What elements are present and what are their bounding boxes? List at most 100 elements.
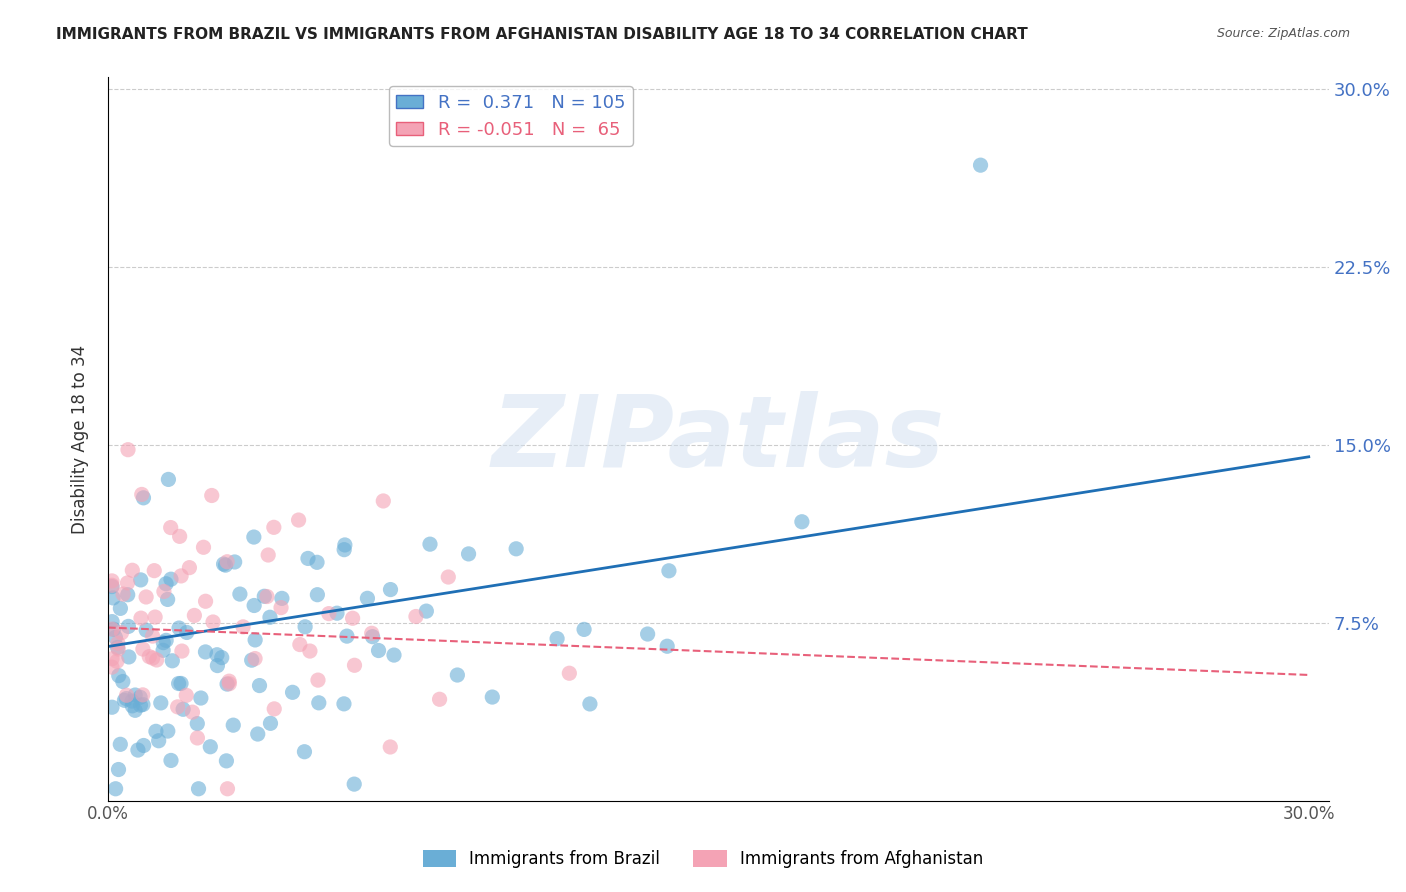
- Point: [437, 570, 460, 584]
- Point: [343, 658, 366, 673]
- Point: [333, 542, 356, 557]
- Point: [790, 515, 813, 529]
- Point: [205, 648, 228, 662]
- Point: [124, 688, 146, 702]
- Point: [217, 555, 239, 569]
- Point: [546, 632, 568, 646]
- Point: [107, 636, 129, 650]
- Point: [145, 724, 167, 739]
- Point: [148, 733, 170, 747]
- Point: [382, 648, 405, 662]
- Point: [107, 668, 129, 682]
- Point: [135, 590, 157, 604]
- Point: [263, 520, 285, 534]
- Point: [298, 644, 321, 658]
- Point: [162, 654, 184, 668]
- Point: [429, 692, 451, 706]
- Point: [135, 623, 157, 637]
- Point: [637, 627, 659, 641]
- Point: [167, 621, 190, 635]
- Point: [132, 491, 155, 505]
- Point: [129, 690, 152, 705]
- Point: [132, 642, 155, 657]
- Point: [202, 615, 225, 629]
- Point: [572, 623, 595, 637]
- Point: [131, 487, 153, 501]
- Point: [356, 591, 378, 606]
- Point: [170, 676, 193, 690]
- Point: [307, 673, 329, 687]
- Point: [186, 716, 208, 731]
- Point: [243, 632, 266, 647]
- Point: [104, 781, 127, 796]
- Point: [155, 576, 177, 591]
- Point: [169, 529, 191, 543]
- Point: [194, 645, 217, 659]
- Point: [176, 625, 198, 640]
- Point: [124, 703, 146, 717]
- Point: [117, 576, 139, 591]
- Point: [333, 697, 356, 711]
- Point: [288, 638, 311, 652]
- Point: [218, 677, 240, 691]
- Point: [186, 731, 208, 745]
- Point: [243, 530, 266, 544]
- Point: [118, 649, 141, 664]
- Point: [215, 754, 238, 768]
- Point: [170, 569, 193, 583]
- Point: [373, 494, 395, 508]
- Point: [211, 650, 233, 665]
- Point: [117, 588, 139, 602]
- Point: [115, 688, 138, 702]
- Point: [181, 705, 204, 719]
- Point: [243, 651, 266, 665]
- Point: [419, 537, 441, 551]
- Point: [194, 594, 217, 608]
- Text: IMMIGRANTS FROM BRAZIL VS IMMIGRANTS FROM AFGHANISTAN DISABILITY AGE 18 TO 34 CO: IMMIGRANTS FROM BRAZIL VS IMMIGRANTS FRO…: [56, 27, 1028, 42]
- Point: [318, 607, 340, 621]
- Point: [143, 610, 166, 624]
- Y-axis label: Disability Age 18 to 34: Disability Age 18 to 34: [72, 344, 89, 533]
- Point: [305, 555, 328, 569]
- Point: [101, 580, 124, 594]
- Point: [222, 718, 245, 732]
- Point: [172, 702, 194, 716]
- Point: [558, 666, 581, 681]
- Point: [212, 557, 235, 571]
- Point: [129, 698, 152, 713]
- Point: [214, 558, 236, 573]
- Point: [152, 635, 174, 649]
- Text: Source: ZipAtlas.com: Source: ZipAtlas.com: [1216, 27, 1350, 40]
- Point: [481, 690, 503, 704]
- Point: [658, 564, 681, 578]
- Point: [155, 633, 177, 648]
- Point: [107, 640, 129, 655]
- Point: [287, 513, 309, 527]
- Point: [156, 724, 179, 739]
- Point: [174, 689, 197, 703]
- Point: [342, 611, 364, 625]
- Point: [259, 716, 281, 731]
- Point: [101, 652, 124, 666]
- Point: [190, 691, 212, 706]
- Point: [101, 591, 124, 605]
- Point: [115, 691, 138, 706]
- Point: [129, 573, 152, 587]
- Point: [333, 538, 356, 552]
- Point: [579, 697, 602, 711]
- Point: [308, 696, 330, 710]
- Point: [343, 777, 366, 791]
- Point: [104, 631, 127, 645]
- Point: [281, 685, 304, 699]
- Point: [294, 745, 316, 759]
- Point: [405, 609, 427, 624]
- Point: [110, 625, 132, 640]
- Point: [101, 574, 124, 588]
- Point: [179, 560, 201, 574]
- Point: [110, 601, 132, 615]
- Point: [360, 626, 382, 640]
- Legend: Immigrants from Brazil, Immigrants from Afghanistan: Immigrants from Brazil, Immigrants from …: [416, 843, 990, 875]
- Point: [157, 472, 180, 486]
- Point: [307, 588, 329, 602]
- Point: [121, 694, 143, 708]
